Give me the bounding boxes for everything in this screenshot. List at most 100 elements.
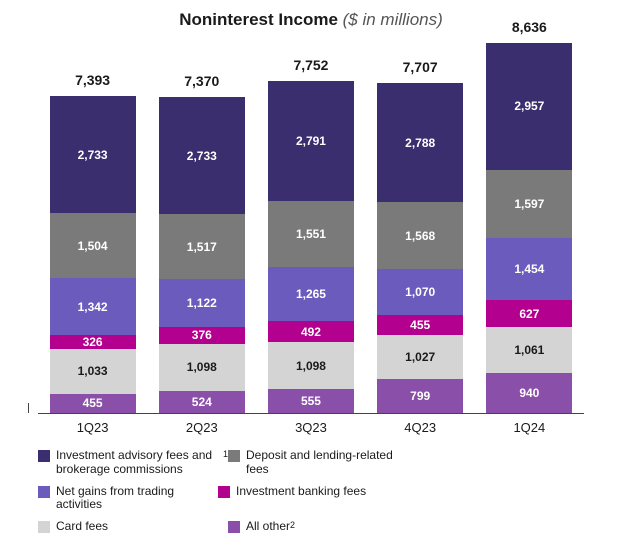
segment-other: 799	[377, 379, 463, 413]
legend-label: Deposit and lending-related fees	[246, 449, 418, 477]
segment-trading: 1,070	[377, 269, 463, 315]
segment-value-label: 455	[410, 318, 430, 332]
bar-total-label: 7,752	[293, 57, 328, 73]
segment-value-label: 1,454	[514, 262, 544, 276]
segment-value-label: 2,791	[296, 134, 326, 148]
legend-item-ibank: Investment banking fees	[218, 485, 408, 513]
legend-item-inv_adv: Investment advisory fees and brokerage c…	[38, 449, 228, 477]
bar-total-label: 8,636	[512, 19, 547, 35]
segment-card: 1,061	[486, 327, 572, 372]
segment-value-label: 1,070	[405, 285, 435, 299]
segment-value-label: 1,265	[296, 287, 326, 301]
bar-stack: 2,957 1,597 1,454 627 1,061 940	[486, 43, 572, 413]
segment-value-label: 1,122	[187, 296, 217, 310]
segment-value-label: 326	[83, 335, 103, 349]
segment-value-label: 455	[83, 396, 103, 410]
segment-value-label: 376	[192, 328, 212, 342]
legend-item-deposit: Deposit and lending-related fees	[228, 449, 418, 477]
segment-trading: 1,342	[50, 278, 136, 335]
segment-other: 940	[486, 373, 572, 413]
legend-swatch	[228, 521, 240, 533]
segment-inv_adv: 2,791	[268, 81, 354, 201]
segment-value-label: 799	[410, 389, 430, 403]
segment-other: 524	[159, 391, 245, 413]
y-axis-stub	[28, 403, 29, 413]
segment-value-label: 1,342	[78, 300, 108, 314]
segment-value-label: 1,061	[514, 343, 544, 357]
segment-value-label: 940	[519, 386, 539, 400]
legend-label: Net gains from trading activities	[56, 485, 218, 513]
segment-ibank: 627	[486, 300, 572, 327]
chart-title-main: Noninterest Income	[179, 10, 338, 29]
plot-area: 7,393 2,733 1,504 1,342 326 1,033 455 7,370 2,73…	[38, 44, 584, 414]
bar-stack: 2,791 1,551 1,265 492 1,098 555	[268, 81, 354, 413]
segment-value-label: 1,504	[78, 239, 108, 253]
segment-card: 1,098	[159, 344, 245, 391]
segment-trading: 1,454	[486, 238, 572, 300]
legend-swatch	[218, 486, 230, 498]
segment-value-label: 555	[301, 394, 321, 408]
segment-value-label: 1,551	[296, 227, 326, 241]
segment-value-label: 1,098	[296, 359, 326, 373]
x-axis-label: 2Q23	[159, 420, 245, 435]
segment-trading: 1,122	[159, 279, 245, 327]
segment-deposit: 1,568	[377, 202, 463, 269]
segment-value-label: 2,733	[187, 149, 217, 163]
legend-label: Investment banking fees	[236, 485, 366, 499]
legend-item-other: All other2	[228, 520, 408, 534]
segment-deposit: 1,517	[159, 214, 245, 279]
bar-total-label: 7,370	[184, 73, 219, 89]
segment-deposit: 1,597	[486, 170, 572, 238]
segment-inv_adv: 2,957	[486, 43, 572, 170]
segment-value-label: 2,733	[78, 148, 108, 162]
legend-label: Card fees	[56, 520, 108, 534]
bar-stack: 2,733 1,517 1,122 376 1,098 524	[159, 97, 245, 413]
segment-trading: 1,265	[268, 267, 354, 321]
legend: Investment advisory fees and brokerage c…	[38, 449, 584, 534]
x-axis-labels: 1Q232Q233Q234Q231Q24	[38, 420, 584, 435]
legend-swatch	[228, 450, 240, 462]
segment-ibank: 326	[50, 335, 136, 349]
segment-card: 1,033	[50, 349, 136, 393]
segment-inv_adv: 2,788	[377, 83, 463, 202]
segment-value-label: 1,568	[405, 229, 435, 243]
bar-column: 7,752 2,791 1,551 1,265 492 1,098 555	[268, 57, 354, 413]
segment-card: 1,027	[377, 335, 463, 379]
legend-swatch	[38, 521, 50, 533]
legend-item-card: Card fees	[38, 520, 228, 534]
segment-value-label: 1,033	[78, 364, 108, 378]
bar-total-label: 7,707	[403, 59, 438, 75]
x-axis-label: 4Q23	[377, 420, 463, 435]
legend-item-trading: Net gains from trading activities	[38, 485, 218, 513]
segment-value-label: 2,788	[405, 136, 435, 150]
legend-footnote: 2	[290, 520, 295, 530]
legend-label: All other	[246, 520, 290, 534]
legend-swatch	[38, 486, 50, 498]
segment-value-label: 1,517	[187, 240, 217, 254]
segment-value-label: 2,957	[514, 99, 544, 113]
segment-ibank: 376	[159, 327, 245, 343]
bar-column: 7,393 2,733 1,504 1,342 326 1,033 455	[50, 72, 136, 413]
segment-deposit: 1,504	[50, 213, 136, 277]
bar-column: 8,636 2,957 1,597 1,454 627 1,061 940	[486, 19, 572, 413]
segment-value-label: 1,098	[187, 360, 217, 374]
segment-value-label: 524	[192, 395, 212, 409]
segment-other: 455	[50, 394, 136, 413]
segment-value-label: 627	[519, 307, 539, 321]
x-axis-label: 1Q23	[50, 420, 136, 435]
legend-swatch	[38, 450, 50, 462]
bar-column: 7,370 2,733 1,517 1,122 376 1,098 524	[159, 73, 245, 413]
segment-inv_adv: 2,733	[159, 97, 245, 214]
bar-stack: 2,733 1,504 1,342 326 1,033 455	[50, 96, 136, 413]
legend-label: Investment advisory fees and brokerage c…	[56, 449, 223, 477]
segment-card: 1,098	[268, 342, 354, 389]
segment-inv_adv: 2,733	[50, 96, 136, 213]
segment-value-label: 1,597	[514, 197, 544, 211]
chart-title-sub: ($ in millions)	[343, 10, 443, 29]
segment-value-label: 1,027	[405, 350, 435, 364]
x-axis-label: 3Q23	[268, 420, 354, 435]
segment-value-label: 492	[301, 325, 321, 339]
bar-total-label: 7,393	[75, 72, 110, 88]
bar-column: 7,707 2,788 1,568 1,070 455 1,027 799	[377, 59, 463, 413]
segment-deposit: 1,551	[268, 201, 354, 267]
